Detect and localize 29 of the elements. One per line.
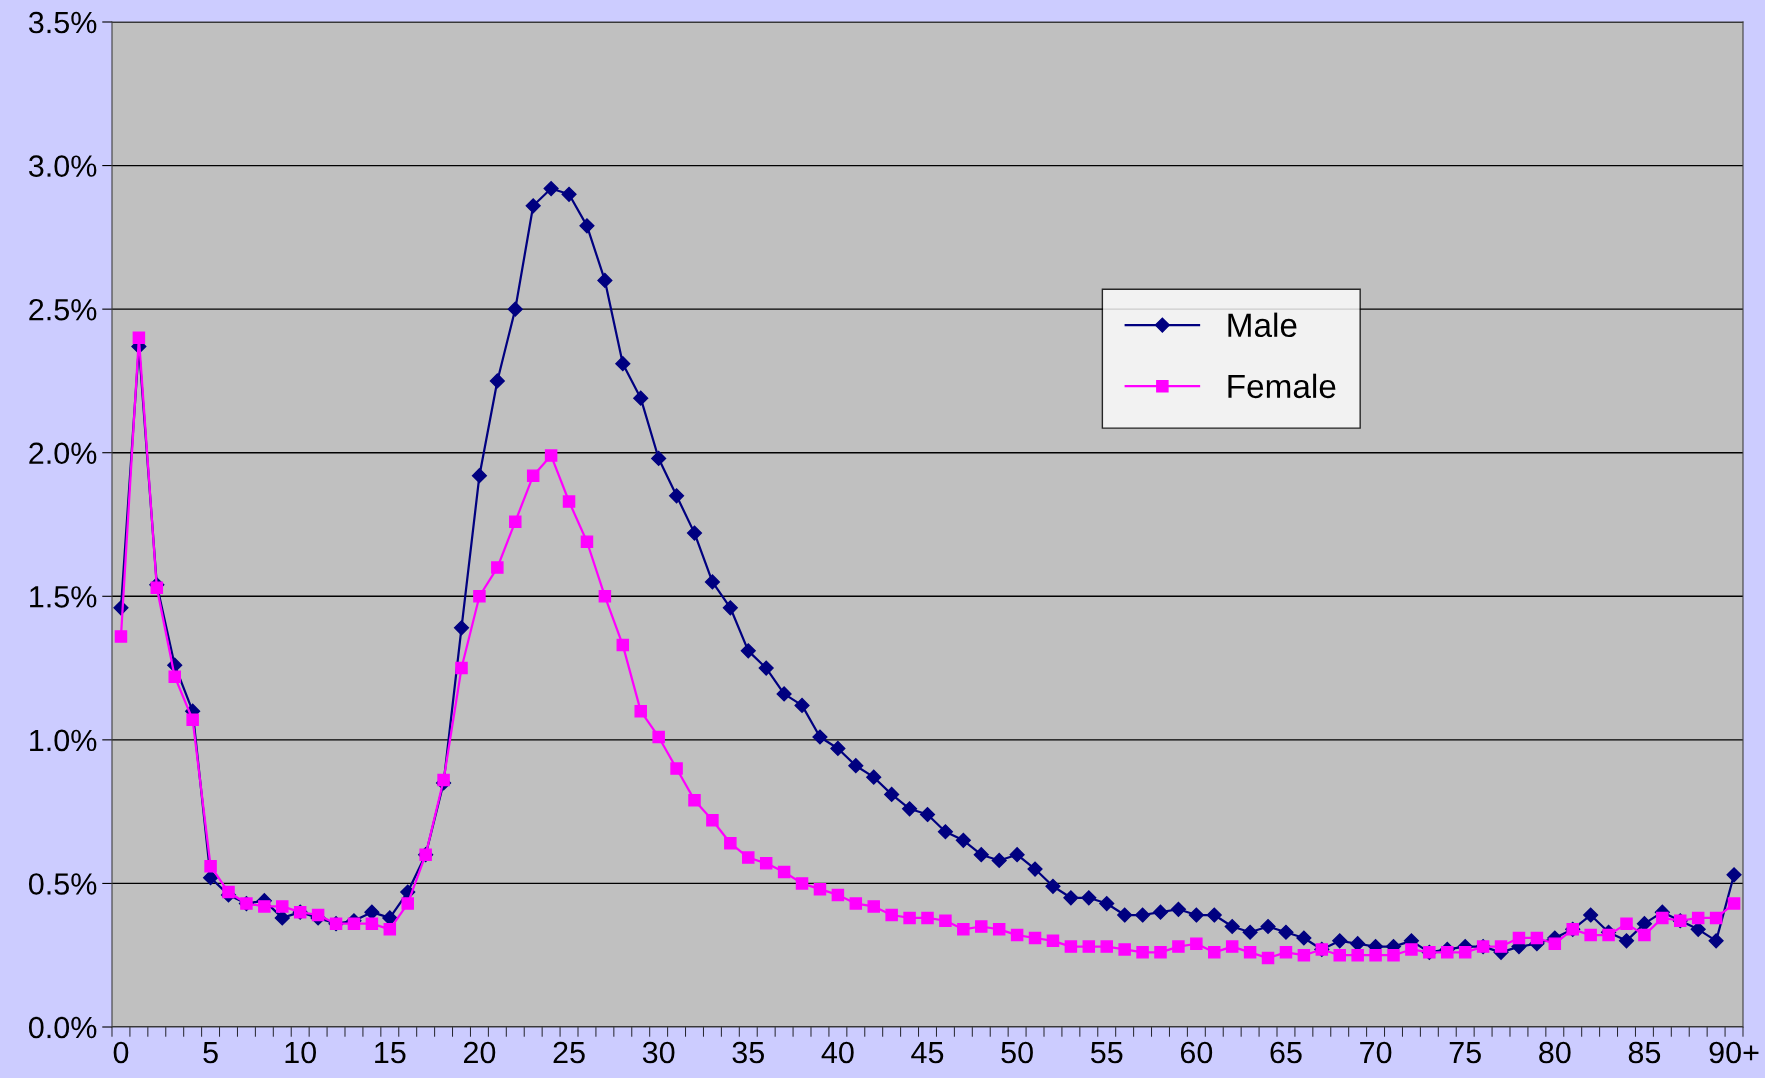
x-tick-label: 70 [1360, 1041, 1392, 1064]
y-tick-label: 2.0% [29, 442, 97, 465]
y-tick-label: 1.0% [30, 729, 97, 752]
x-tick-label: 50 [1001, 1041, 1033, 1064]
x-tick-label: 10 [285, 1041, 316, 1064]
x-tick-label: 55 [1090, 1042, 1123, 1064]
x-tick-label: 5 [203, 1042, 218, 1064]
y-tick-label: 0.0% [28, 1016, 97, 1039]
y-tick-label: 0.5% [28, 873, 97, 895]
x-tick-label: 90+ [1709, 1041, 1759, 1064]
x-tick-label: 15 [375, 1042, 406, 1064]
x-tick-label: 35 [732, 1041, 764, 1064]
y-tick-label: 1.5% [30, 586, 97, 608]
x-tick-label: 25 [553, 1041, 585, 1064]
legend-label: Female [1228, 373, 1336, 399]
x-tick-label: 65 [1270, 1041, 1302, 1064]
x-tick-label: 40 [821, 1041, 854, 1064]
x-tick-label: 60 [1180, 1041, 1213, 1064]
x-tick-label: 45 [911, 1042, 944, 1064]
x-tick-label: 80 [1539, 1041, 1571, 1064]
x-tick-label: 0 [113, 1041, 129, 1064]
x-tick-label: 75 [1449, 1042, 1481, 1064]
x-tick-label: 30 [642, 1041, 675, 1064]
legend-label: Male [1228, 312, 1297, 338]
x-tick-label: 85 [1628, 1041, 1661, 1064]
y-tick-label: 2.5% [29, 298, 97, 321]
x-tick-label: 20 [463, 1041, 496, 1064]
y-tick-label: 3.0% [28, 155, 97, 177]
y-tick-label: 3.5% [28, 11, 97, 34]
